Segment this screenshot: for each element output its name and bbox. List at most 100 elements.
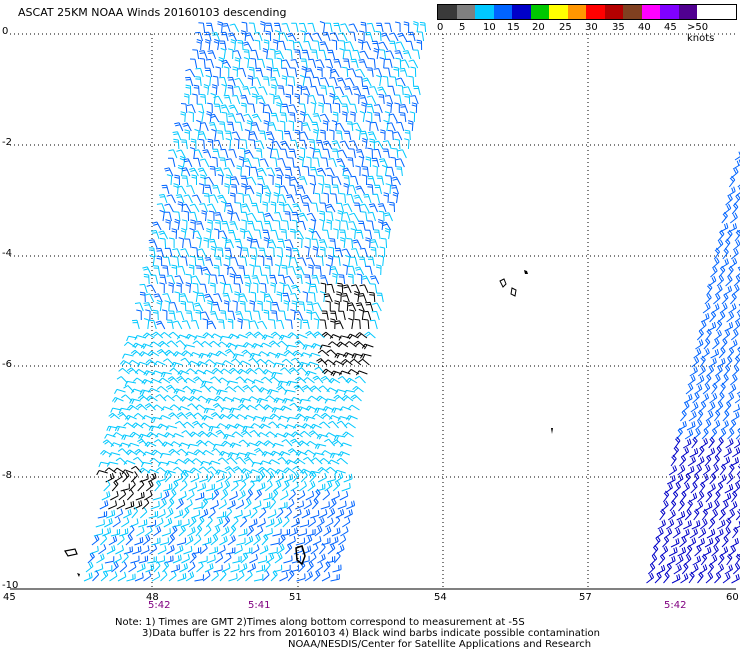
wind-barb — [390, 76, 398, 87]
legend-color-bar — [437, 4, 737, 20]
wind-barb — [258, 466, 270, 474]
wind-barb — [217, 194, 227, 204]
wind-barb — [164, 555, 174, 564]
wind-barb — [691, 520, 701, 530]
wind-barb — [313, 570, 321, 582]
wind-barb — [679, 536, 687, 548]
wind-barb — [141, 498, 150, 510]
wind-barb — [225, 130, 233, 141]
wind-barb — [319, 319, 327, 330]
wind-barb — [334, 551, 341, 564]
wind-barb — [350, 111, 356, 123]
wind-barb — [218, 230, 228, 240]
wind-barb — [247, 212, 257, 222]
wind-barb — [394, 50, 404, 60]
wind-barb — [245, 331, 257, 339]
wind-barb — [346, 121, 354, 132]
wind-barb — [714, 365, 723, 377]
wind-barb — [215, 167, 225, 177]
wind-barb — [262, 201, 268, 213]
wind-barb — [250, 49, 259, 60]
wind-barb — [728, 303, 737, 314]
wind-barb — [302, 194, 312, 204]
wind-barb — [718, 265, 726, 278]
wind-barb — [350, 58, 359, 69]
wind-barb — [312, 375, 324, 384]
island — [551, 428, 553, 434]
pass-time-label: 5:41 — [248, 600, 271, 611]
wind-barb — [324, 183, 331, 195]
wind-barb — [238, 156, 245, 168]
wind-barb — [341, 248, 352, 258]
legend-swatch — [456, 5, 475, 19]
wind-barb — [655, 528, 664, 539]
wind-barb — [211, 156, 218, 168]
wind-barb — [177, 201, 184, 213]
wind-barb — [663, 571, 670, 584]
wind-barb — [154, 480, 162, 492]
wind-barb — [173, 473, 183, 483]
wind-barb — [117, 534, 125, 546]
wind-barb — [293, 508, 302, 519]
wind-barb — [223, 66, 230, 78]
wind-barb — [342, 264, 348, 276]
wind-barb — [311, 274, 320, 285]
wind-barb — [334, 102, 341, 114]
wind-barb — [704, 455, 712, 467]
wind-barb — [299, 398, 311, 405]
wind-barb — [233, 86, 243, 96]
wind-barb — [393, 66, 400, 78]
wind-barb — [337, 375, 349, 384]
wind-barb — [709, 473, 717, 485]
wind-barb — [238, 293, 248, 303]
wind-barb — [257, 432, 269, 438]
wind-barb — [224, 348, 236, 357]
wind-barb — [151, 571, 161, 582]
wind-barb — [353, 290, 360, 303]
legend-label: 15 — [507, 22, 520, 33]
wind-barb — [265, 30, 272, 42]
wind-barb — [725, 275, 733, 287]
wind-barb — [181, 175, 189, 186]
wind-barb — [224, 471, 232, 483]
wind-barb — [306, 309, 312, 320]
wind-barb — [698, 528, 707, 539]
wind-barb — [242, 384, 254, 393]
wind-barb — [359, 50, 370, 60]
wind-barb — [309, 471, 317, 483]
wind-barb — [219, 570, 227, 582]
wind-barb — [143, 571, 152, 582]
wind-barb — [166, 194, 176, 204]
wind-barb — [270, 282, 276, 294]
wind-barb — [261, 501, 271, 510]
wind-barb — [691, 436, 698, 449]
wind-barb — [343, 58, 351, 69]
wind-barb — [310, 218, 316, 231]
wind-barb — [229, 491, 238, 501]
wind-barb — [147, 472, 157, 483]
wind-barb — [285, 344, 297, 351]
wind-barb — [168, 282, 174, 294]
wind-barb — [408, 75, 415, 87]
wind-barb — [149, 458, 162, 465]
wind-barb — [202, 449, 214, 456]
wind-barb — [208, 460, 221, 466]
wind-barb — [196, 361, 209, 367]
wind-barb — [270, 229, 279, 240]
wind-barb — [152, 309, 159, 321]
wind-barb — [228, 367, 241, 375]
wind-barb — [255, 440, 267, 447]
wind-barb — [227, 413, 239, 420]
wind-barb — [255, 564, 266, 573]
wind-barb — [295, 266, 305, 276]
wind-barb — [303, 32, 314, 42]
wind-barb — [274, 264, 281, 276]
wind-barb — [196, 119, 202, 132]
wind-barb — [193, 335, 206, 341]
wind-barb — [177, 405, 190, 411]
wind-barb — [289, 112, 296, 123]
wind-barb — [690, 482, 698, 494]
wind-barb — [197, 256, 205, 267]
wind-barb — [191, 547, 202, 555]
wind-barb — [294, 49, 302, 60]
